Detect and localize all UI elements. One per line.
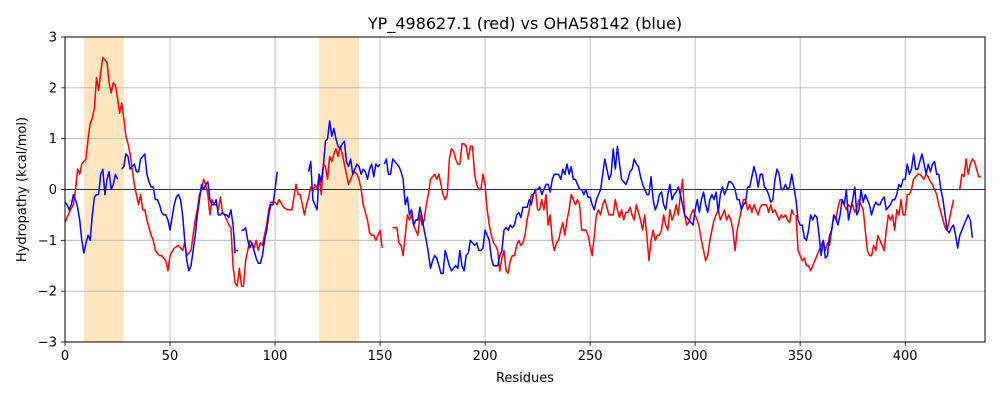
- series-2-segment-6: [383, 145, 974, 275]
- x-tick-label-200: 200: [473, 349, 498, 364]
- y-axis-ticks: −3 −2 −1 0 1 2 3: [38, 31, 65, 351]
- x-tick-label-0: 0: [61, 349, 69, 364]
- x-tick-label-400: 400: [893, 349, 918, 364]
- x-tick-label-50: 50: [162, 349, 179, 364]
- series-2-segment-1: [64, 168, 119, 254]
- x-tick-label-250: 250: [578, 349, 603, 364]
- x-tick-label-150: 150: [368, 349, 393, 364]
- x-tick-label-350: 350: [788, 349, 813, 364]
- x-axis-ticks: 0 50 100 150 200 250 300 350 400: [61, 342, 918, 364]
- series-1-segment-2: [392, 143, 795, 275]
- series-2-segment-2: [121, 153, 236, 272]
- chart-title: YP_498627.1 (red) vs OHA58142 (blue): [367, 14, 682, 34]
- x-axis-label: Residues: [496, 371, 554, 386]
- y-tick-label-0: 0: [49, 183, 57, 198]
- series-1-segment-4: [959, 158, 981, 190]
- series-lines: [64, 56, 981, 287]
- x-tick-label-300: 300: [683, 349, 708, 364]
- y-tick-label-2: 2: [49, 81, 57, 96]
- y-tick-label-1: 1: [49, 132, 57, 147]
- y-tick-label--2: −2: [38, 285, 57, 300]
- y-tick-label--3: −3: [38, 336, 57, 351]
- y-tick-label--1: −1: [38, 234, 57, 249]
- series-2-segment-5: [307, 120, 381, 211]
- x-tick-label-100: 100: [263, 349, 288, 364]
- y-axis-label: Hydropathy (kcal/mol): [15, 117, 30, 262]
- y-tick-label-3: 3: [49, 31, 57, 46]
- series-2-segment-4: [241, 171, 278, 264]
